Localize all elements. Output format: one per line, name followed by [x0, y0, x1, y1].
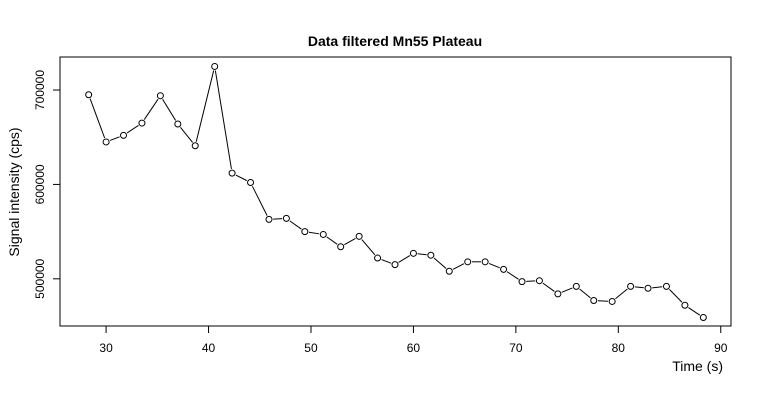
series-line-segment: [381, 259, 392, 264]
data-point: [374, 254, 382, 262]
data-point: [228, 169, 236, 177]
data-point: [590, 297, 598, 305]
data-series: [85, 62, 707, 322]
series-line-segment: [195, 70, 215, 142]
data-point: [337, 243, 345, 251]
y-axis-ticks: 500000 600000 700000: [33, 70, 60, 299]
series-line-segment: [634, 286, 644, 289]
series-line-segment: [344, 237, 356, 246]
series-line-segment: [398, 255, 411, 263]
series-line-segment: [561, 287, 573, 293]
data-point: [644, 284, 652, 292]
data-point: [681, 301, 689, 309]
data-point: [85, 91, 93, 99]
series-line-segment: [669, 289, 683, 303]
x-tick-label: 40: [202, 341, 216, 355]
data-point: [464, 258, 472, 266]
data-point: [102, 138, 110, 146]
series-line-segment: [214, 70, 232, 170]
data-point: [627, 282, 635, 290]
x-tick-label: 80: [612, 341, 626, 355]
data-point: [391, 261, 399, 269]
data-point: [265, 215, 273, 223]
data-point: [518, 278, 526, 286]
series-line-segment: [488, 262, 500, 269]
series-line-segment: [542, 282, 555, 292]
y-tick-label: 500000: [33, 258, 47, 298]
data-point: [608, 297, 616, 305]
series-line-segment: [162, 99, 177, 121]
data-point: [554, 290, 562, 298]
series-line-segment: [235, 174, 248, 182]
data-point: [138, 119, 146, 127]
data-point: [282, 214, 290, 222]
series-line-segment: [597, 300, 608, 302]
x-tick-label: 90: [714, 341, 728, 355]
data-point: [445, 267, 453, 275]
series-line-segment: [180, 126, 193, 143]
data-point: [699, 314, 707, 322]
x-tick-label: 30: [99, 341, 113, 355]
data-point: [355, 232, 363, 240]
data-point: [174, 120, 182, 128]
series-line-segment: [652, 286, 663, 289]
y-tick-label: 700000: [33, 70, 47, 110]
chart-title: Data filtered Mn55 Plateau: [308, 33, 482, 49]
series-line-segment: [417, 253, 427, 256]
data-point: [319, 230, 327, 238]
data-point: [572, 282, 580, 290]
series-line-segment: [506, 271, 519, 280]
series-line-segment: [615, 288, 628, 300]
data-point: [120, 131, 128, 139]
data-point: [247, 179, 255, 187]
series-line-segment: [308, 231, 320, 235]
data-point: [662, 282, 670, 290]
plot-frame: [59, 56, 732, 327]
y-tick-label: 600000: [33, 164, 47, 204]
x-axis-label: Time (s): [672, 358, 723, 374]
series-line-segment: [251, 186, 268, 216]
data-point: [211, 62, 219, 70]
series-line-segment: [579, 288, 591, 299]
data-point: [500, 265, 508, 273]
series-line-segment: [361, 239, 376, 256]
series-line-segment: [326, 236, 338, 245]
series-line-segment: [109, 136, 120, 141]
data-point: [409, 249, 417, 257]
x-tick-label: 70: [509, 341, 523, 355]
data-point: [535, 277, 543, 285]
data-point: [427, 251, 435, 259]
data-point: [481, 258, 489, 266]
y-axis-label: Signal intensity (cps): [6, 127, 22, 256]
series-line-segment: [688, 307, 701, 316]
data-point: [156, 92, 164, 100]
x-tick-label: 50: [304, 341, 318, 355]
data-point: [191, 142, 199, 150]
data-point: [301, 228, 309, 236]
series-line-segment: [126, 124, 139, 134]
x-axis-ticks: 30 40 50 60 70 80 90: [99, 326, 728, 355]
series-line-segment: [89, 98, 106, 139]
series-line-segment: [289, 220, 302, 230]
series-line-segment: [143, 98, 159, 120]
series-line-segment: [433, 257, 447, 269]
series-line-segment: [452, 263, 465, 270]
x-tick-label: 60: [407, 341, 421, 355]
